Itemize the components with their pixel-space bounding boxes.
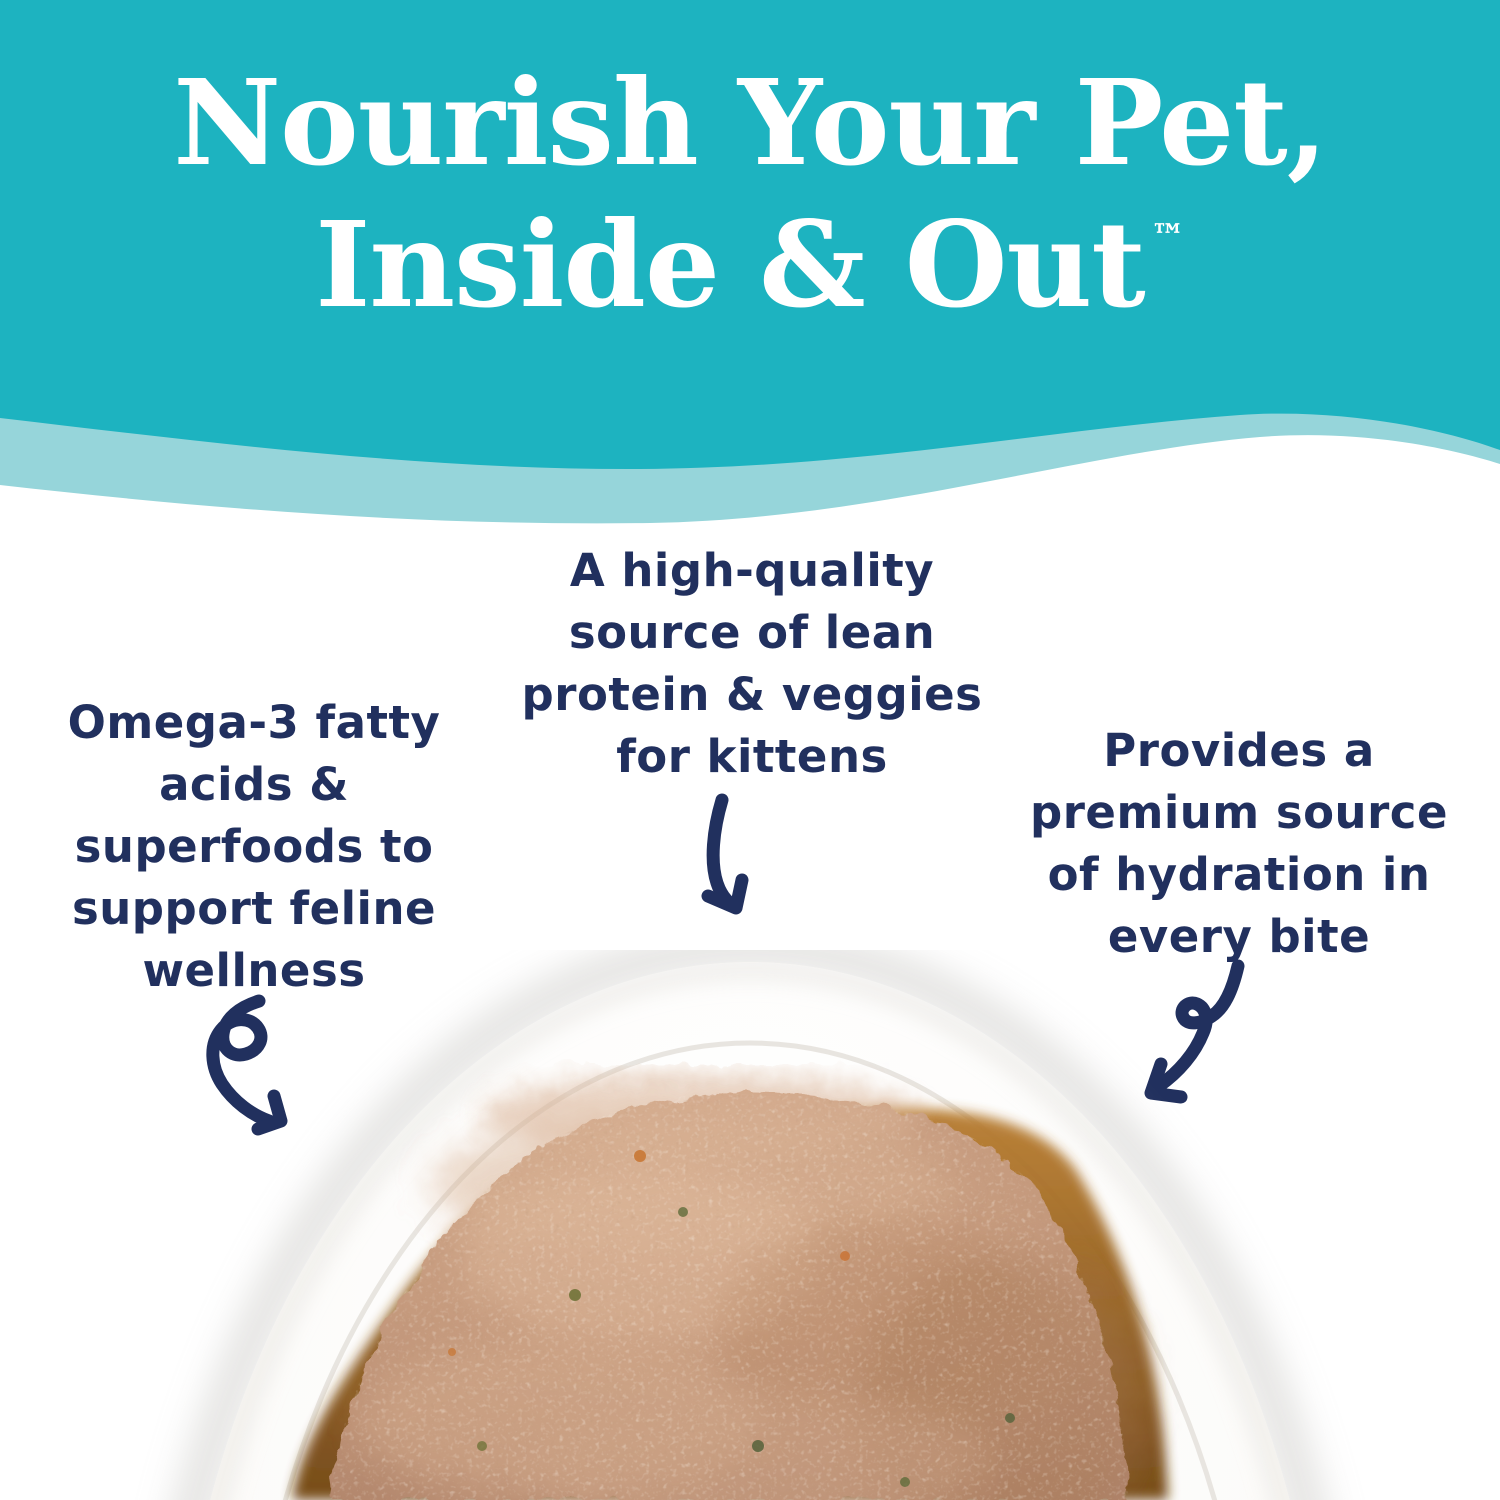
callout-line: A high-quality [569,544,935,597]
callout-line: support feline [71,882,437,935]
callout-hydration: Provides a premium source of hydration i… [1000,720,1478,968]
plate [172,962,1328,1500]
plate-shadow [180,950,1320,1500]
herb-specks [448,1150,1015,1487]
curved-arrow-down-icon [701,793,749,915]
callout-line: wellness [142,944,366,997]
pate [330,1073,1140,1500]
callout-line: Provides a [1103,724,1375,777]
callout-protein: A high-quality source of lean protein & … [502,540,1002,788]
callout-line: Omega-3 fatty [67,696,441,749]
callout-line: protein & veggies [521,668,983,721]
pate-texture [330,1093,1128,1500]
curly-arrow-down-right-icon [206,994,288,1136]
callout-line: for kittens [616,730,888,783]
callout-line: acids & [159,758,349,811]
banner-wave [0,0,1500,524]
page-title-line1: Nourish Your Pet, [173,53,1328,192]
callout-line: every bite [1107,910,1371,963]
callout-line: of hydration in [1047,848,1431,901]
callout-line: superfoods to [74,820,434,873]
callout-omega3: Omega-3 fatty acids & superfoods to supp… [28,692,480,1002]
page-title-line2: Inside & Out ™ [0,194,1500,366]
pet-food-plate-photo [172,950,1328,1500]
page-title: Nourish Your Pet, Inside & Out ™ [0,0,1500,366]
callout-line: source of lean [568,606,936,659]
banner: Nourish Your Pet, Inside & Out ™ [0,0,1500,530]
callout-line: premium source [1030,786,1448,839]
trademark-symbol: ™ [1150,217,1185,257]
curly-arrow-down-left-icon [1144,959,1245,1104]
gravy [292,1107,1168,1500]
